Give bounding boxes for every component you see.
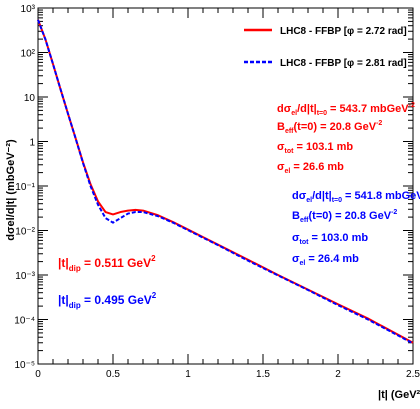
legend-label-red: LHC8 - FFBP [φ = 2.72 rad] bbox=[280, 26, 407, 37]
y-tick-labels: 10⁻⁵ 10⁻⁴ 10⁻³ 10⁻² 10⁻¹ 1 10 10² 10³ bbox=[14, 4, 35, 371]
red-sigma-tot-line: σtot = 103.1 mb bbox=[277, 141, 353, 155]
y-tick-label: 10⁻² bbox=[15, 227, 35, 238]
y-tick-label: 10² bbox=[21, 49, 36, 60]
legend-label-blue: LHC8 - FFBP [φ = 2.81 rad] bbox=[280, 58, 407, 69]
x-axis-label: |t| (GeV²) bbox=[378, 389, 420, 401]
legend: LHC8 - FFBP [φ = 2.72 rad] LHC8 - FFBP [… bbox=[244, 26, 407, 69]
x-tick-labels: 0 0.5 1 1.5 2 2.5 bbox=[35, 369, 420, 380]
series-line-blue bbox=[37, 19, 414, 345]
blue-tdip-line: |t|dip = 0.495 GeV2 bbox=[58, 291, 157, 310]
axis-ticks bbox=[37, 7, 414, 365]
y-tick-label: 10³ bbox=[21, 4, 36, 15]
series-group bbox=[37, 19, 414, 345]
y-tick-label: 10 bbox=[24, 93, 36, 104]
blue-dsigma-line: dσel/d|t|t=0 = 541.8 mbGeV-2 bbox=[292, 189, 420, 204]
x-tick-label: 2 bbox=[335, 369, 341, 380]
x-tick-label: 1.5 bbox=[256, 369, 270, 380]
annotation-blue: dσel/d|t|t=0 = 541.8 mbGeV-2 Beff(t=0) =… bbox=[58, 189, 420, 310]
x-tick-label: 0 bbox=[35, 369, 41, 380]
red-tdip-line: |t|dip = 0.511 GeV2 bbox=[58, 254, 156, 273]
x-tick-label: 2.5 bbox=[406, 369, 420, 380]
y-tick-label: 10⁻¹ bbox=[15, 182, 35, 193]
blue-sigma-tot-line: σtot = 103.0 mb bbox=[292, 232, 368, 246]
blue-beff-line: Beff(t=0) = 20.8 GeV-2 bbox=[292, 209, 397, 224]
x-tick-label: 0.5 bbox=[106, 369, 120, 380]
x-tick-label: 1 bbox=[185, 369, 191, 380]
red-dsigma-line: dσel/d|t|t=0 = 543.7 mbGeV-2 bbox=[277, 102, 415, 117]
y-tick-label: 10⁻⁴ bbox=[14, 316, 35, 327]
y-tick-label: 10⁻³ bbox=[15, 271, 35, 282]
blue-sigma-el-line: σel = 26.4 mb bbox=[292, 253, 359, 267]
red-sigma-el-line: σel = 26.6 mb bbox=[277, 161, 344, 175]
y-tick-label: 1 bbox=[29, 138, 35, 149]
annotation-red: dσel/d|t|t=0 = 543.7 mbGeV-2 Beff(t=0) =… bbox=[58, 102, 415, 273]
y-axis-label: dσel/d|t| (mbGeV⁻²) bbox=[5, 139, 17, 241]
y-tick-label: 10⁻⁵ bbox=[14, 360, 35, 371]
red-beff-line: Beff(t=0) = 20.8 GeV-2 bbox=[277, 120, 382, 135]
